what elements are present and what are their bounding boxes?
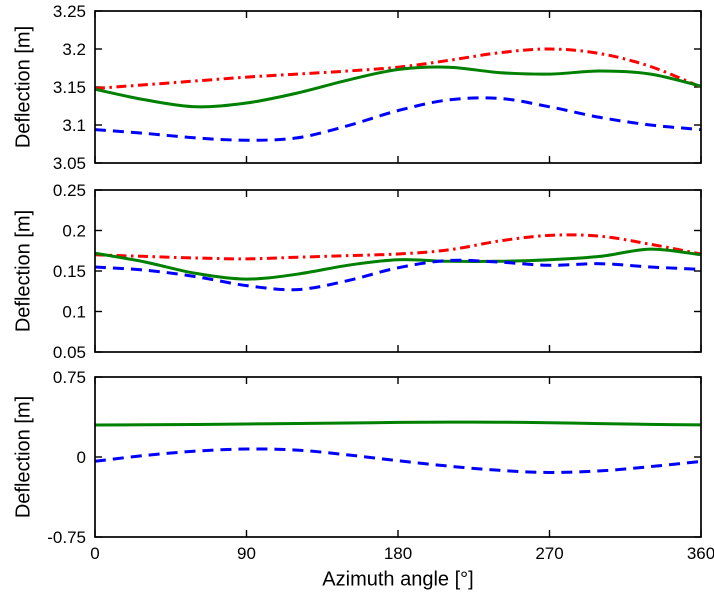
y-tick-label: 0.1 [62, 303, 86, 322]
series-green-solid [94, 247, 702, 281]
x-tick-label: 270 [535, 544, 563, 563]
series-red-dashdot [94, 47, 702, 90]
y-tick-label: 3.15 [53, 78, 86, 97]
y-tick-label: 0.75 [53, 368, 86, 387]
y-tick-label: 0.2 [62, 222, 86, 241]
series-red-dashdot [94, 233, 702, 261]
series-blue-dashed [94, 447, 702, 475]
y-tick-label: 0 [77, 448, 86, 467]
xlabel: Azimuth angle [°] [322, 568, 474, 591]
y-tick-label: 0.25 [53, 181, 86, 200]
y-tick-label: 3.05 [53, 154, 86, 173]
x-tick-label: 360 [687, 544, 714, 563]
ylabel-middle-subplot: Deflection [m] [12, 209, 35, 333]
y-tick-label: 3.2 [62, 40, 86, 59]
y-tick-label: 3.1 [62, 116, 86, 135]
axes-box [94, 189, 702, 353]
y-tick-label: 3.25 [53, 2, 86, 21]
series-green-solid [94, 65, 702, 109]
ylabel-top-subplot: Deflection [m] [12, 25, 35, 149]
y-tick-label: -0.75 [47, 528, 86, 547]
axes-box [94, 10, 702, 164]
ylabel-bottom-subplot: Deflection [m] [12, 395, 35, 519]
x-tick-label: 90 [237, 544, 256, 563]
series-blue-dashed [94, 258, 702, 292]
y-tick-label: 0.05 [53, 343, 86, 362]
x-tick-label: 180 [384, 544, 412, 563]
axes-box [94, 376, 702, 538]
x-tick-label: 0 [90, 544, 99, 563]
series-green-solid [94, 420, 702, 427]
subplot-1: 3.05 3.1 3.15 3.2 3.25 [53, 2, 702, 173]
y-tick-label: 0.15 [53, 262, 86, 281]
series-blue-dashed [94, 96, 702, 142]
subplot-2: 0.05 0.1 0.15 0.2 0.25 [53, 181, 702, 362]
